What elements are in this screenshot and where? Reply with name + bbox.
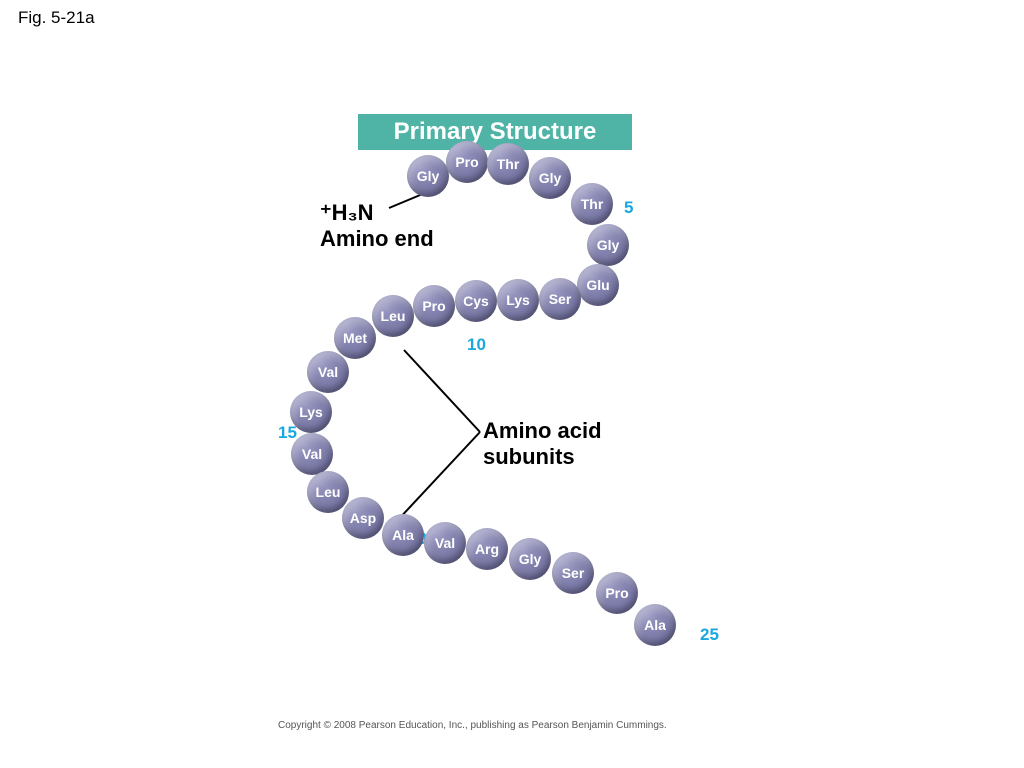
amino-acid-bead: Arg [466, 528, 508, 570]
amino-acid-bead: Gly [407, 155, 449, 197]
amino-acid-bead: Pro [413, 285, 455, 327]
subunits-line2: subunits [483, 444, 575, 469]
amino-acid-bead: Pro [446, 141, 488, 183]
position-number-10: 10 [467, 335, 486, 355]
amino-end-line1: ⁺H₃N [320, 200, 374, 225]
amino-acid-bead: Ala [634, 604, 676, 646]
diagram-stage: Fig. 5-21a Primary Structure ⁺H₃NAmino e… [0, 0, 1024, 768]
amino-acid-bead: Thr [571, 183, 613, 225]
amino-acid-bead: Val [291, 433, 333, 475]
amino-acid-bead: Gly [529, 157, 571, 199]
amino-acid-bead: Cys [455, 280, 497, 322]
amino-end-line2: Amino end [320, 226, 434, 251]
amino-acid-bead: Leu [307, 471, 349, 513]
amino-acid-bead: Ser [539, 278, 581, 320]
amino-acid-bead: Lys [290, 391, 332, 433]
amino-acid-bead: Thr [487, 143, 529, 185]
amino-acid-bead: Ser [552, 552, 594, 594]
figure-label: Fig. 5-21a [18, 8, 95, 28]
amino-acid-bead: Asp [342, 497, 384, 539]
diagram-title: Primary Structure [358, 114, 632, 150]
amino-acid-bead: Gly [509, 538, 551, 580]
amino-acid-bead: Val [424, 522, 466, 564]
position-number-25: 25 [700, 625, 719, 645]
amino-acid-bead: Lys [497, 279, 539, 321]
amino-acid-bead: Ala [382, 514, 424, 556]
amino-acid-bead: Met [334, 317, 376, 359]
connector-line [396, 432, 480, 522]
amino-acid-bead: Val [307, 351, 349, 393]
amino-acid-bead: Glu [577, 264, 619, 306]
subunits-line1: Amino acid [483, 418, 602, 443]
amino-acid-bead: Leu [372, 295, 414, 337]
position-number-5: 5 [624, 198, 633, 218]
copyright-text: Copyright © 2008 Pearson Education, Inc.… [278, 720, 667, 731]
amino-end-label: ⁺H₃NAmino end [320, 200, 434, 253]
position-number-15: 15 [278, 423, 297, 443]
amino-acid-bead: Gly [587, 224, 629, 266]
connector-line [404, 350, 480, 432]
subunits-label: Amino acidsubunits [483, 418, 602, 471]
amino-acid-bead: Pro [596, 572, 638, 614]
